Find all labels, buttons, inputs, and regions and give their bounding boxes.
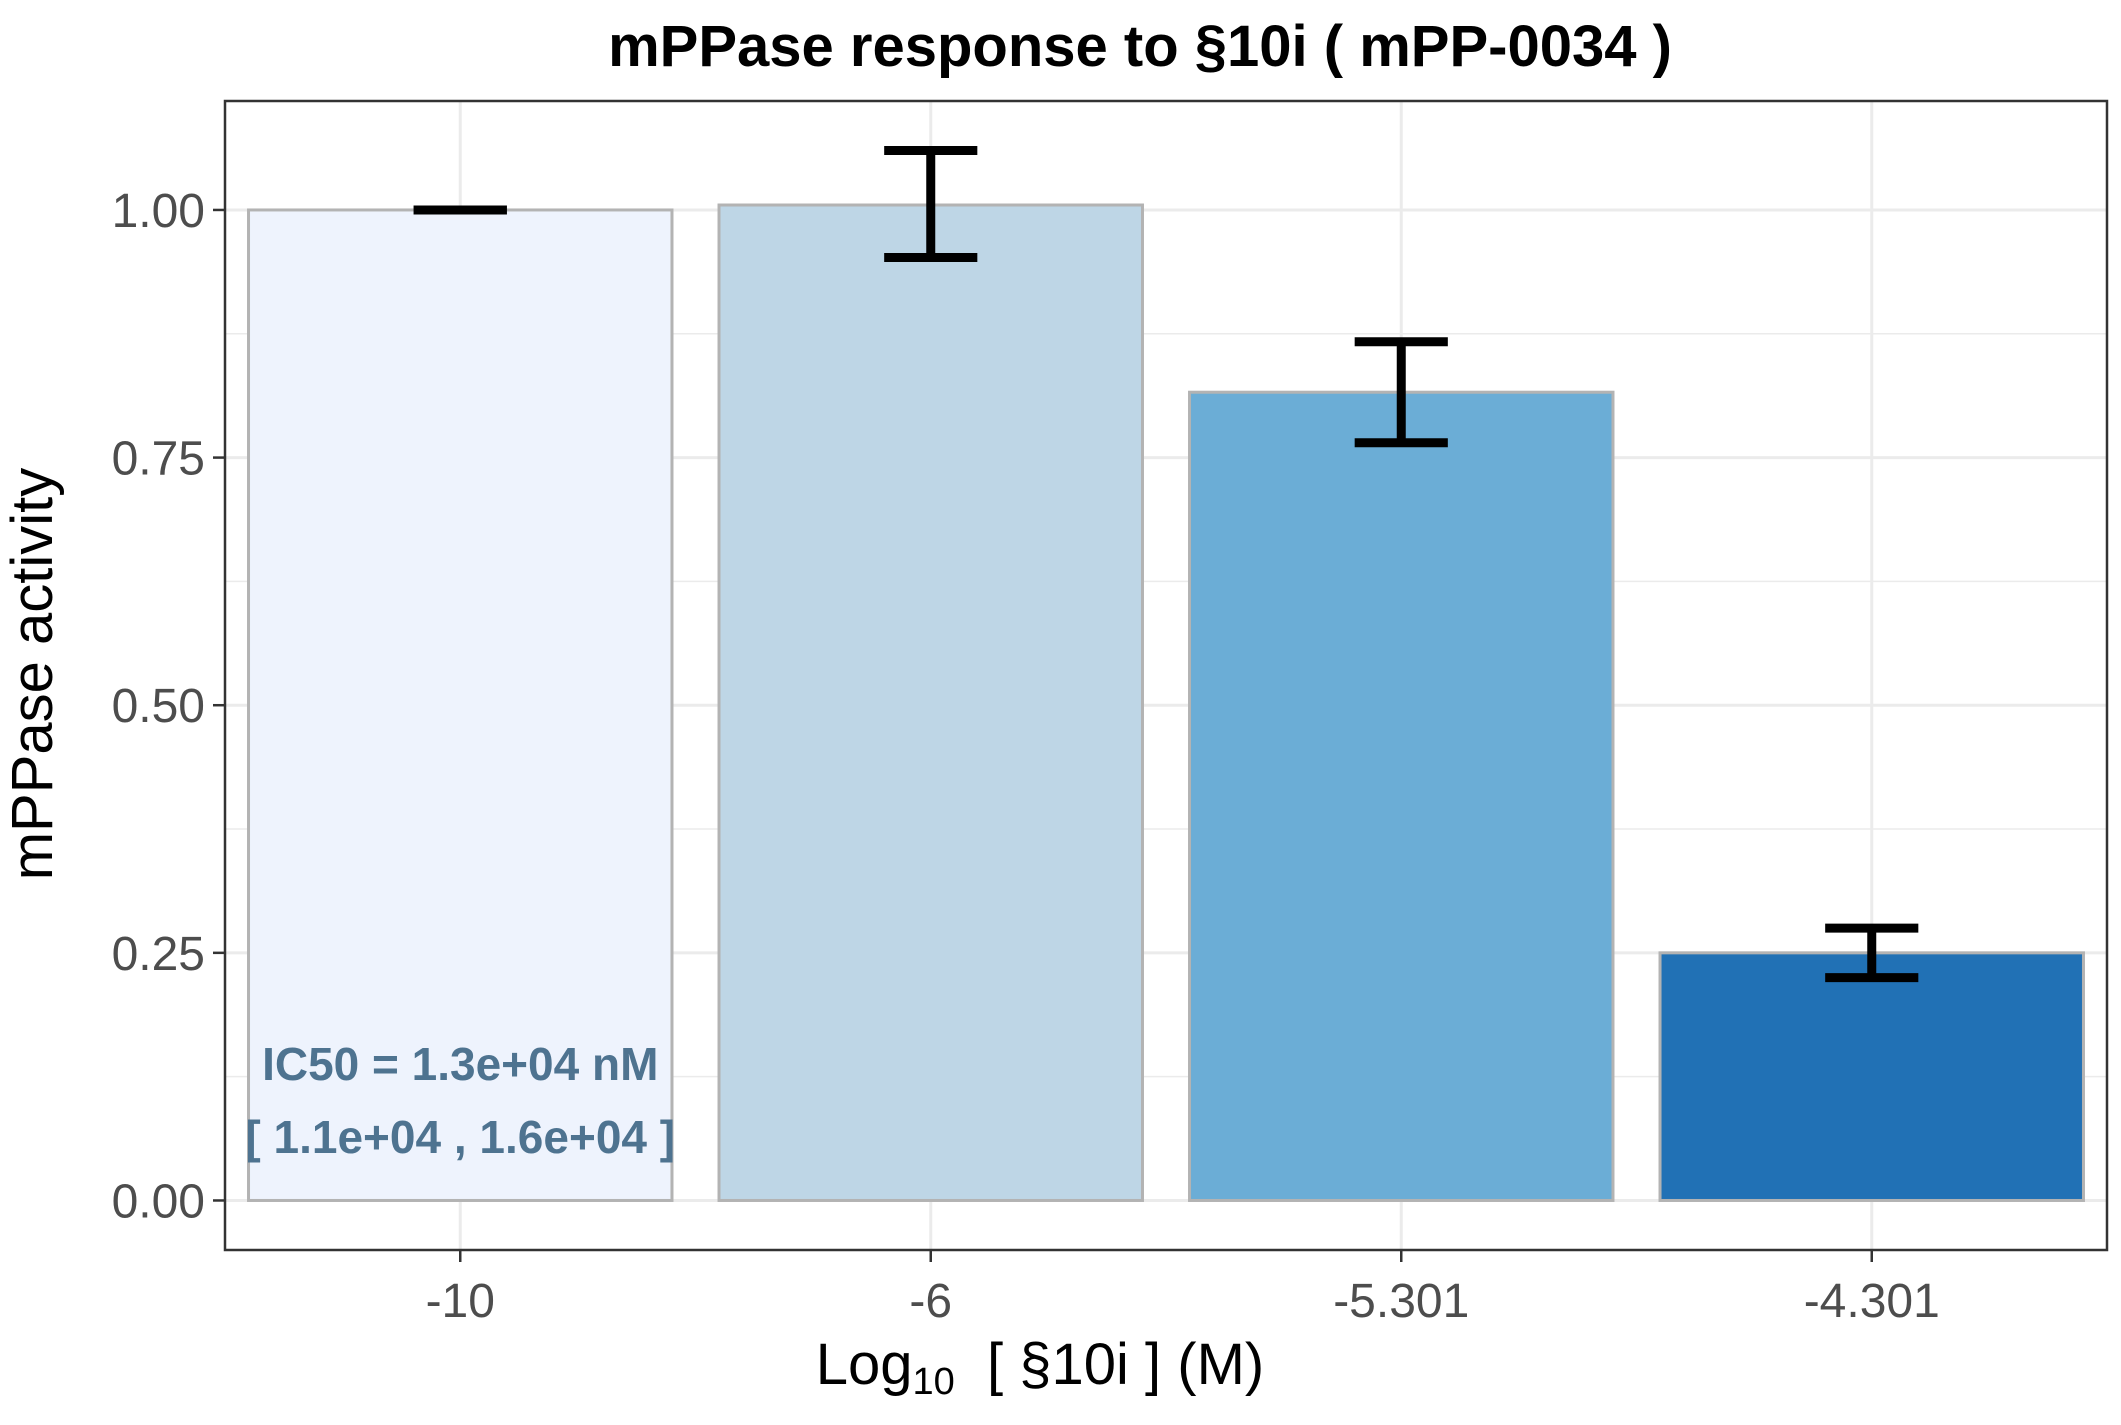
x-axis-title: Log10 [ §10i ] (M) <box>816 1332 1264 1403</box>
panel-border <box>223 99 2109 1252</box>
y-tick-label: 0.00 <box>112 1175 205 1228</box>
ic50-annotation-2: [ 1.1e+04 , 1.6e+04 ] <box>245 1111 675 1163</box>
x-axis-title-suffix: [ §10i ] (M) <box>955 1332 1264 1397</box>
bar--5.301 <box>1188 390 1615 1202</box>
y-tick-label: 0.50 <box>112 680 205 733</box>
x-tick-label: -6 <box>909 1275 952 1328</box>
x-tick-label: -4.301 <box>1804 1275 1940 1328</box>
error-bars <box>413 146 1919 983</box>
chart-title: mPPase response to §10i ( mPP-0034 ) <box>608 14 1672 79</box>
x-tick-label: -10 <box>426 1275 495 1328</box>
bar--4.301 <box>1658 951 2085 1202</box>
y-axis-title: mPPase activity <box>0 468 65 881</box>
y-tick-label: 1.00 <box>112 185 205 238</box>
bar--6 <box>717 203 1144 1202</box>
ic50-annotation-1: IC50 = 1.3e+04 nM <box>262 1038 658 1090</box>
y-tick-label: 0.25 <box>112 928 205 981</box>
y-axis-ticks: 0.00 0.25 0.50 0.75 1.00 <box>112 185 225 1228</box>
y-tick-label: 0.75 <box>112 433 205 486</box>
bar--10 <box>247 208 674 1202</box>
x-axis-title-prefix: Log <box>816 1332 913 1397</box>
bars <box>247 203 2085 1202</box>
x-axis-ticks: -10 -6 -5.301 -4.301 <box>426 1250 1940 1328</box>
x-axis-title-subscript: 10 <box>913 1361 955 1403</box>
annotations: IC50 = 1.3e+04 nM [ 1.1e+04 , 1.6e+04 ] <box>245 1038 675 1163</box>
x-tick-label: -5.301 <box>1333 1275 1469 1328</box>
